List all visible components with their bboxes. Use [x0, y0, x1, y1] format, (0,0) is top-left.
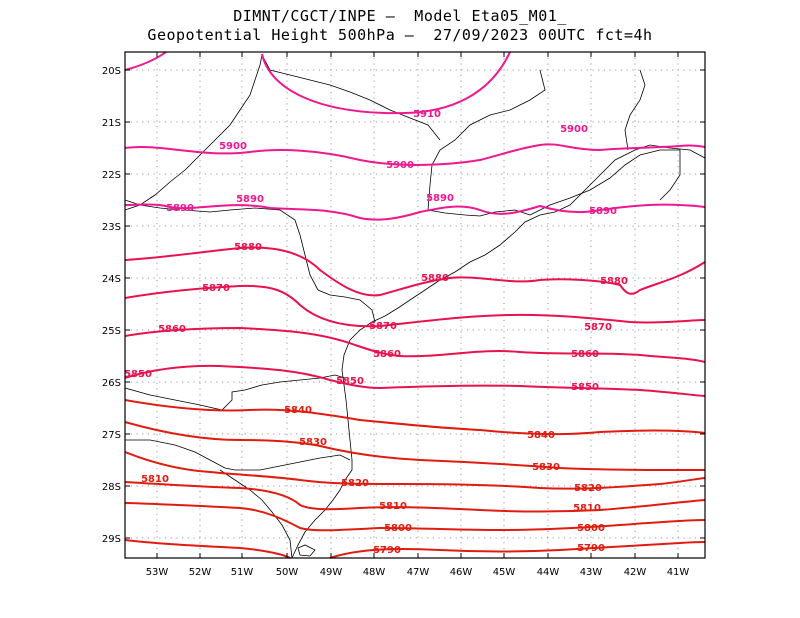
lon-label: 43W	[580, 567, 603, 578]
contour-label: 5810	[573, 503, 601, 514]
lon-label: 42W	[624, 567, 647, 578]
contour-5850	[124, 364, 706, 397]
contour-label: 5870	[584, 322, 612, 333]
contour-5790	[124, 539, 706, 559]
contour-label: 5820	[574, 483, 602, 494]
contour-label: 5880	[421, 273, 449, 284]
contour-label: 5900	[386, 160, 414, 171]
map-frame	[124, 51, 706, 559]
lon-label: 46W	[450, 567, 473, 578]
contour-5860	[124, 326, 706, 363]
lat-label: 25S	[102, 326, 121, 337]
contour-5890	[124, 203, 706, 221]
border-ms-pr	[124, 199, 181, 211]
contour-label: 5810	[141, 474, 169, 485]
border-rs-argentina	[219, 469, 293, 559]
contour-label: 5800	[384, 523, 412, 534]
lon-label: 53W	[146, 567, 169, 578]
contour-label: 5870	[202, 283, 230, 294]
lat-label: 29S	[102, 534, 121, 545]
contour-label: 5880	[234, 242, 262, 253]
lon-label: 52W	[189, 567, 212, 578]
lon-label: 51W	[231, 567, 254, 578]
state-border-rj-mg	[529, 149, 681, 216]
contour-label: 5840	[284, 405, 312, 416]
lat-label: 23S	[102, 222, 121, 233]
state-border-pr-sc	[124, 374, 346, 411]
contour-label: 5850	[124, 369, 152, 380]
contour-label: 5890	[426, 193, 454, 204]
lat-label: 20S	[102, 66, 121, 77]
contour-label: 5900	[219, 141, 247, 152]
lat-label: 27S	[102, 430, 121, 441]
map-title-line1: DIMNT/CGCT/INPE – Model Eta05_M01_	[233, 7, 567, 25]
contour-label: 5800	[577, 523, 605, 534]
contour-5900	[124, 143, 706, 166]
lat-label: 26S	[102, 378, 121, 389]
grid-lines	[125, 52, 705, 558]
contour-label: 5860	[571, 349, 599, 360]
lon-label: 50W	[276, 567, 299, 578]
contour-label: 5890	[589, 206, 617, 217]
contour-label: 5850	[336, 376, 364, 387]
lon-label: 44W	[537, 567, 560, 578]
state-border-rj-sp	[427, 209, 531, 217]
lon-label: 47W	[407, 567, 430, 578]
state-border-mg-go	[124, 54, 263, 211]
lon-label: 48W	[363, 567, 386, 578]
contour-label: 5810	[379, 501, 407, 512]
state-border-es-ba	[624, 69, 646, 151]
lat-label: 21S	[102, 118, 121, 129]
height-contours	[124, 51, 706, 559]
contour-label: 5890	[236, 194, 264, 205]
contour-label: 5830	[299, 437, 327, 448]
contour-5810	[124, 481, 706, 513]
contour-5870	[124, 284, 706, 328]
contour-5800	[124, 502, 706, 532]
contour-label: 5790	[577, 543, 605, 554]
map-title-line2: Geopotential Height 500hPa – 27/09/2023 …	[147, 26, 653, 44]
coastline-borders	[124, 54, 706, 559]
contour-labels: 5910 5900 5900 5900 5890 5890 5890 5890 5880 5880…	[124, 109, 628, 556]
lat-label: 28S	[102, 482, 121, 493]
contour-label: 5860	[158, 324, 186, 335]
state-border-sc-rs	[125, 439, 351, 471]
axis-ticks: 20S 21S 22S 23S 24S 25S 26S 27S 28S 29S 53W 52W 51W 5…	[102, 52, 705, 578]
contour-5830	[124, 421, 706, 471]
contour-label: 5910	[413, 109, 441, 120]
contour-label: 5900	[560, 124, 588, 135]
lat-label: 24S	[102, 274, 121, 285]
lon-label: 41W	[667, 567, 690, 578]
contour-label: 5860	[373, 349, 401, 360]
lon-label: 45W	[493, 567, 516, 578]
state-border-mg-es	[427, 69, 546, 211]
lagoon	[297, 544, 316, 557]
contour-5910-b	[261, 51, 511, 115]
lat-label: 22S	[102, 170, 121, 181]
contour-label: 5890	[166, 203, 194, 214]
state-border-sp-mg	[261, 54, 441, 141]
contour-label: 5870	[369, 321, 397, 332]
lon-label: 49W	[320, 567, 343, 578]
state-border-sp-pr	[184, 207, 376, 323]
contour-5840	[124, 399, 706, 436]
contour-5880	[124, 246, 706, 297]
contour-5910-a	[124, 51, 167, 71]
contour-label: 5840	[527, 430, 555, 441]
contour-label: 5850	[571, 382, 599, 393]
contour-label: 5790	[373, 545, 401, 556]
contour-label: 5830	[532, 462, 560, 473]
contour-label: 5820	[341, 478, 369, 489]
contour-label: 5880	[600, 276, 628, 287]
contour-5820	[124, 451, 706, 490]
